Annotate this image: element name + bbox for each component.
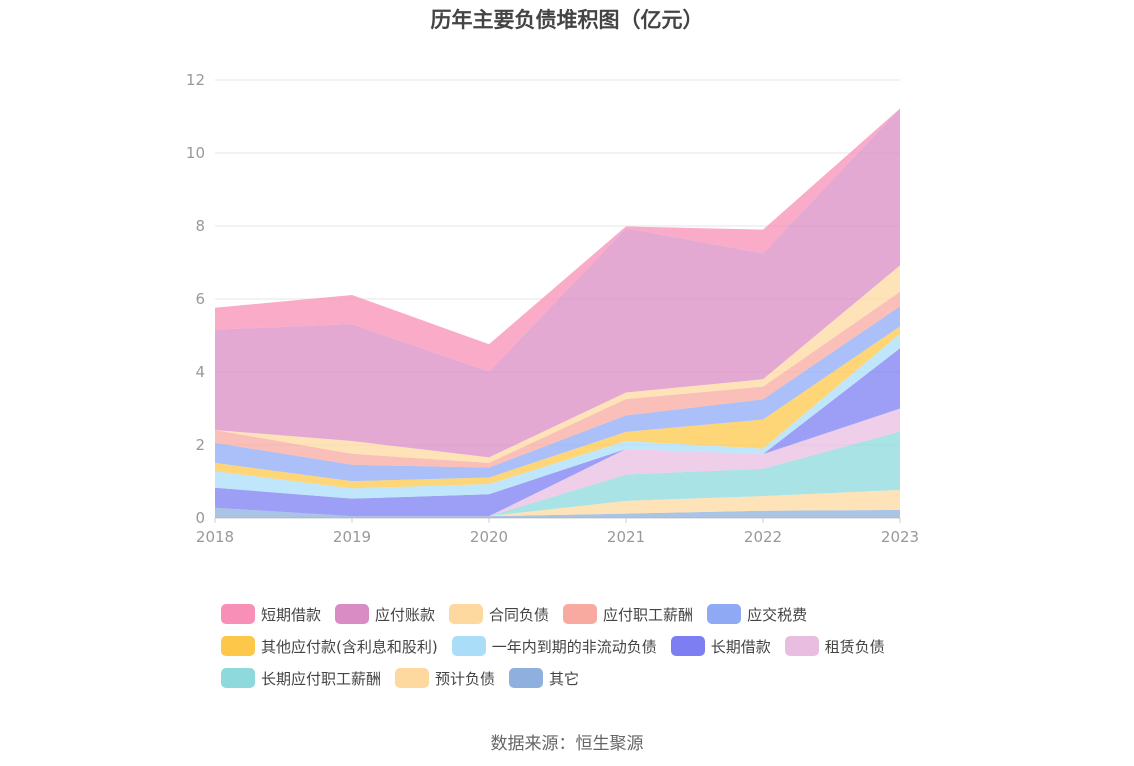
y-tick-label: 2 xyxy=(195,436,205,454)
area-series xyxy=(215,333,900,499)
legend-item[interactable]: 长期应付职工薪酬 xyxy=(221,668,381,689)
x-tick-label: 2023 xyxy=(881,528,919,546)
legend-swatch xyxy=(449,604,484,624)
legend-item[interactable]: 其他应付款(含利息和股利) xyxy=(221,636,438,657)
y-tick-label: 6 xyxy=(195,290,205,308)
legend-item[interactable]: 长期借款 xyxy=(670,636,771,657)
legend-swatch xyxy=(395,668,430,688)
legend-label: 其他应付款(含利息和股利) xyxy=(261,637,438,656)
y-tick-label: 8 xyxy=(195,217,205,235)
legend-swatch xyxy=(563,604,598,624)
legend-swatch xyxy=(670,636,705,656)
y-tick-label: 4 xyxy=(195,363,205,381)
legend: 短期借款 应付账款 合同负债 应付职工薪酬 应交税费其他应付款(含利息和股利) 一年内到期… xyxy=(221,598,941,694)
area-series xyxy=(215,291,900,468)
legend-label: 长期应付职工薪酬 xyxy=(261,669,382,688)
legend-label: 合同负债 xyxy=(489,605,550,624)
legend-swatch xyxy=(221,668,255,688)
area-series xyxy=(215,489,900,517)
x-tick-label: 2021 xyxy=(607,528,645,546)
y-tick-label: 0 xyxy=(195,509,205,527)
legend-label: 应交税费 xyxy=(747,605,808,624)
y-tick-label: 12 xyxy=(186,71,205,89)
legend-swatch xyxy=(509,668,544,688)
legend-label: 应付职工薪酬 xyxy=(603,605,694,624)
area-series xyxy=(215,348,900,517)
area-series xyxy=(215,431,900,517)
legend-item[interactable]: 预计负债 xyxy=(395,668,495,689)
x-tick-label: 2018 xyxy=(196,528,234,546)
legend-item[interactable]: 应交税费 xyxy=(707,604,807,625)
legend-row: 长期应付职工薪酬 预计负债 其它 xyxy=(221,662,941,694)
legend-swatch xyxy=(784,636,819,656)
area-series xyxy=(215,108,900,458)
legend-swatch xyxy=(707,604,742,624)
y-tick-label: 10 xyxy=(186,144,205,162)
legend-item[interactable]: 其它 xyxy=(509,668,579,689)
legend-item[interactable]: 应付账款 xyxy=(335,604,435,625)
legend-row: 其他应付款(含利息和股利) 一年内到期的非流动负债 长期借款 租赁负债 xyxy=(221,630,941,662)
legend-label: 预计负债 xyxy=(435,669,496,688)
legend-item[interactable]: 一年内到期的非流动负债 xyxy=(451,636,657,657)
area-series xyxy=(215,408,900,517)
legend-swatch xyxy=(451,636,486,656)
legend-label: 应付账款 xyxy=(375,605,436,624)
legend-row: 短期借款 应付账款 合同负债 应付职工薪酬 应交税费 xyxy=(221,598,941,630)
legend-swatch xyxy=(221,604,255,624)
area-series xyxy=(215,306,900,482)
area-series xyxy=(215,326,900,489)
legend-swatch xyxy=(335,604,370,624)
legend-item[interactable]: 合同负债 xyxy=(449,604,549,625)
x-tick-label: 2022 xyxy=(744,528,782,546)
legend-label: 租赁负债 xyxy=(824,637,885,656)
legend-item[interactable]: 租赁负债 xyxy=(784,636,885,657)
legend-item[interactable]: 应付职工薪酬 xyxy=(563,604,693,625)
legend-label: 一年内到期的非流动负债 xyxy=(491,637,657,656)
area-series xyxy=(215,507,900,518)
x-tick-label: 2020 xyxy=(470,528,508,546)
legend-swatch xyxy=(221,636,255,656)
legend-label: 长期借款 xyxy=(710,637,771,656)
area-series xyxy=(215,108,900,372)
source-note: 数据来源：恒生聚源 xyxy=(490,734,644,754)
legend-label: 短期借款 xyxy=(261,605,322,624)
x-tick-label: 2019 xyxy=(333,528,371,546)
legend-label: 其它 xyxy=(549,669,580,688)
stacked-area-chart: 0 2 4 6 8 10 12 2018 2019 2020 2021 2022 2023 xyxy=(186,71,919,546)
chart-title: 历年主要负债堆积图（亿元） xyxy=(430,8,704,32)
legend-item[interactable]: 短期借款 xyxy=(221,604,321,625)
